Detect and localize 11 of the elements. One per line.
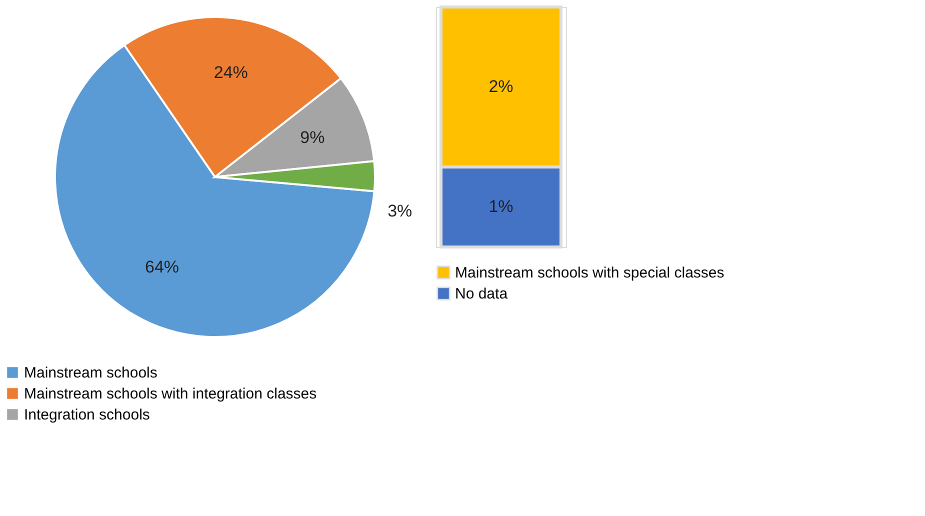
legend-label: Integration schools xyxy=(24,406,150,424)
data-label: 2% xyxy=(488,77,514,96)
data-label: 9% xyxy=(300,128,325,147)
legend-label: Mainstream schools with special classes xyxy=(455,264,724,282)
legend-label: Mainstream schools with integration classes xyxy=(24,386,317,402)
data-label: 64% xyxy=(144,258,180,277)
legend-label: Mainstream schools xyxy=(24,364,158,382)
legend-label: No data xyxy=(455,286,508,302)
data-label: 24% xyxy=(214,63,248,82)
data-label: 3% xyxy=(388,201,412,220)
data-label: 1% xyxy=(488,197,514,216)
